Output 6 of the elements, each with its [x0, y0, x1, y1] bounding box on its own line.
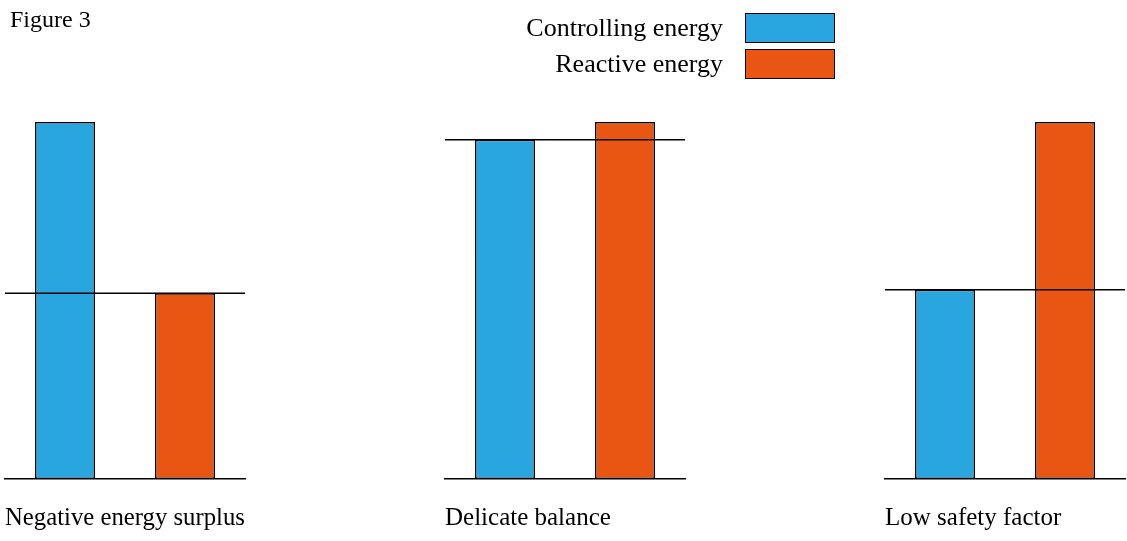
x-axis-title: Low safety factor — [885, 502, 1062, 530]
chart-title: Figure 3 — [10, 6, 91, 33]
legend-label: Controlling energy — [526, 13, 723, 43]
x-axis-title: Delicate balance — [445, 502, 611, 530]
x-axis-title: Negative energy surplus — [5, 502, 245, 530]
legend-label: Reactive energy — [555, 49, 723, 79]
